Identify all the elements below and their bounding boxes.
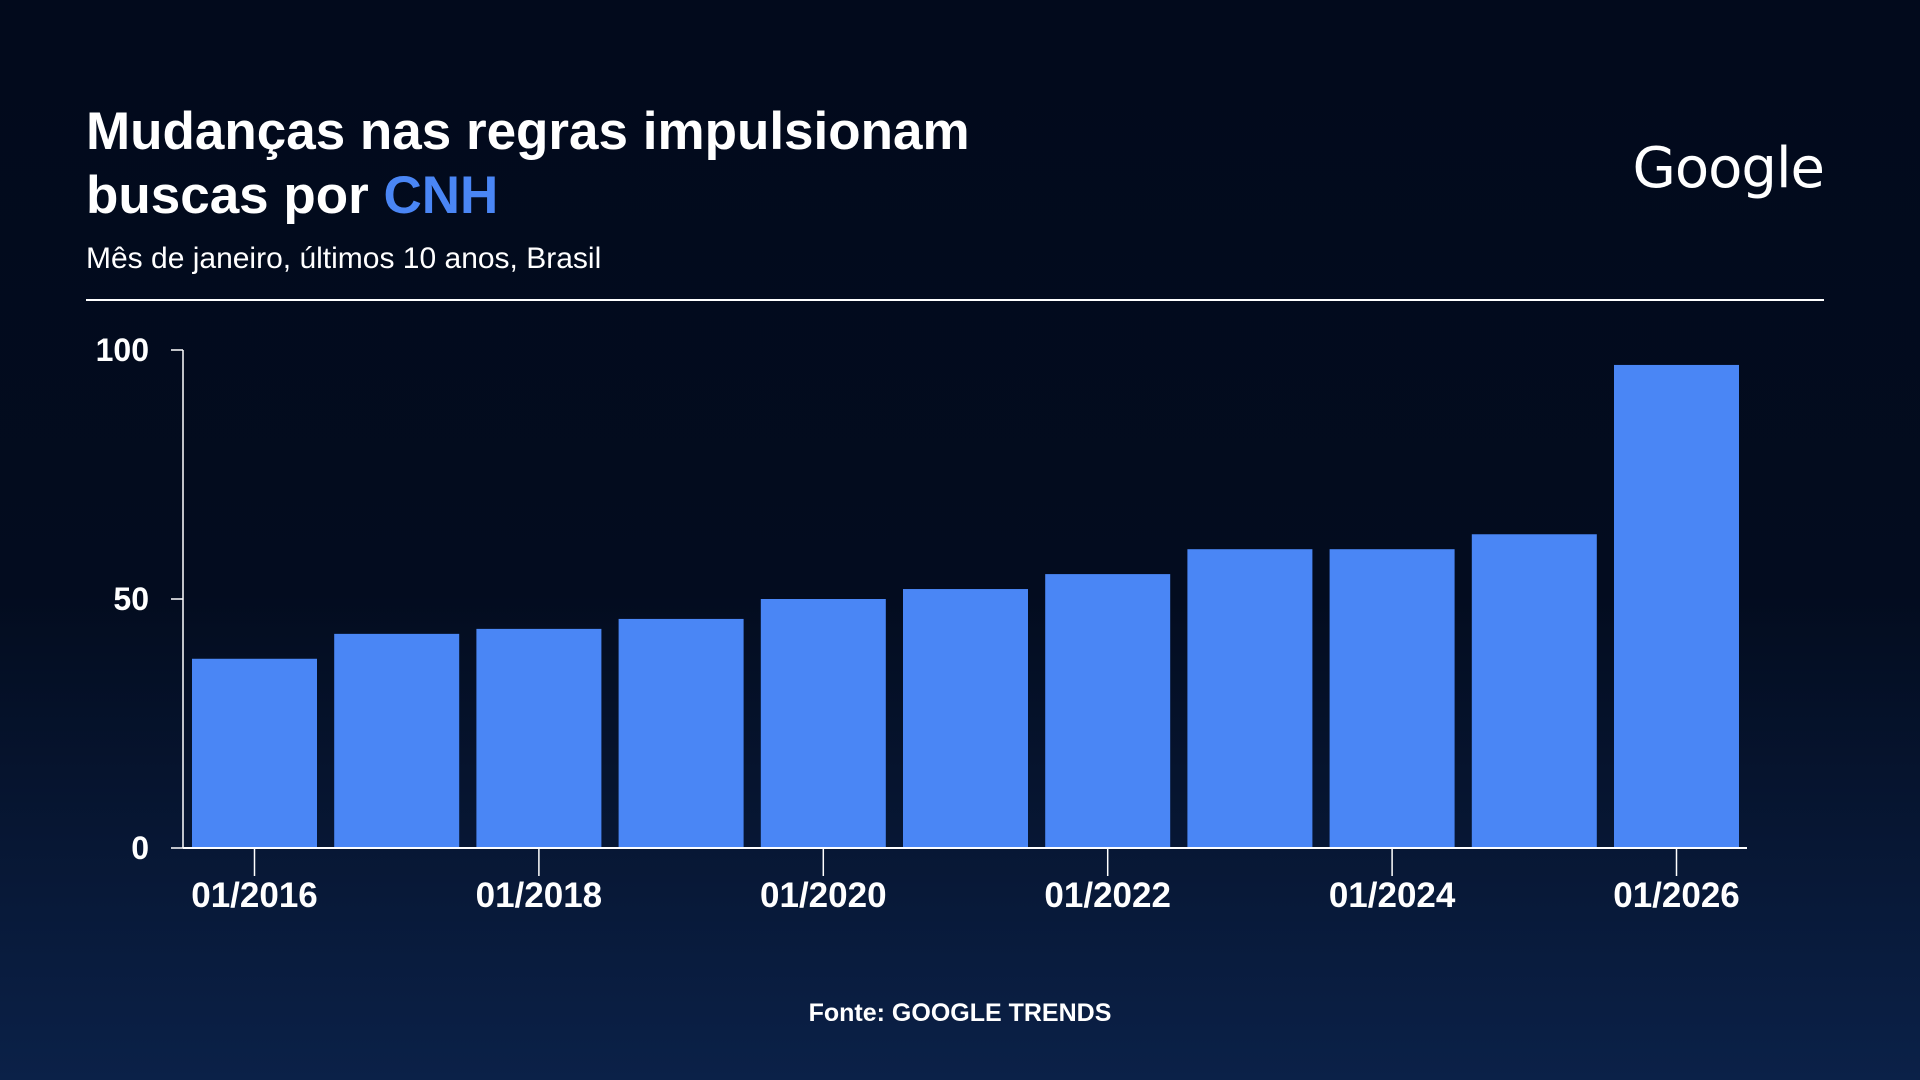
x-tick-label-01-2020: 01/2020: [760, 876, 887, 915]
title-line-1: Mudanças nas regras impulsionam: [86, 102, 970, 161]
bar-01-2023: [1187, 549, 1313, 848]
chart-title: Mudanças nas regras impulsionam buscas p…: [86, 100, 1826, 228]
chart-subtitle: Mês de janeiro, últimos 10 anos, Brasil: [86, 242, 602, 275]
title-line-2-prefix: buscas por: [86, 166, 384, 225]
y-tick-label-0: 0: [131, 830, 149, 866]
x-tick-label-01-2026: 01/2026: [1613, 876, 1740, 915]
google-logo: Google: [1632, 136, 1825, 201]
bar-01-2022: [1045, 574, 1171, 848]
y-tick-label-50: 50: [113, 581, 149, 617]
source-note: Fonte: GOOGLE TRENDS: [808, 999, 1112, 1027]
header-divider: [86, 299, 1824, 301]
x-tick-label-01-2018: 01/2018: [476, 876, 603, 915]
bar-01-2016: [192, 658, 317, 848]
x-tick-label-01-2022: 01/2022: [1044, 876, 1171, 915]
bar-01-2018: [476, 628, 602, 848]
bar-01-2025: [1471, 534, 1597, 848]
bar-01-2017: [334, 633, 460, 848]
chart-header: Mudanças nas regras impulsionam buscas p…: [86, 100, 1826, 276]
bar-01-2024: [1329, 549, 1455, 848]
title-highlight: CNH: [383, 166, 499, 225]
bar-01-2020: [760, 599, 886, 848]
bar-01-2019: [618, 618, 744, 848]
bar-01-2026: [1614, 364, 1739, 848]
bar-01-2021: [903, 589, 1028, 848]
x-tick-label-01-2024: 01/2024: [1329, 876, 1456, 915]
x-tick-label-01-2016: 01/2016: [191, 876, 318, 915]
y-tick-label-100: 100: [96, 332, 149, 368]
